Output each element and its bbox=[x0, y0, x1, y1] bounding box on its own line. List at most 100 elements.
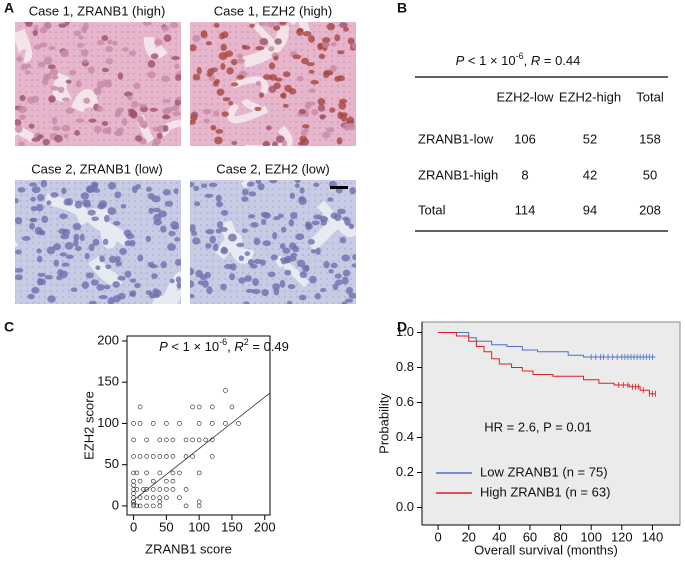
point bbox=[131, 421, 136, 426]
stroma bbox=[151, 289, 181, 304]
nucleus bbox=[317, 98, 326, 106]
nucleus bbox=[204, 193, 214, 198]
nucleus bbox=[337, 111, 343, 120]
nucleus bbox=[260, 211, 270, 218]
nucleus bbox=[244, 251, 251, 257]
nucleus bbox=[215, 228, 222, 234]
nucleus bbox=[54, 134, 63, 143]
nucleus bbox=[102, 79, 112, 84]
nucleus bbox=[98, 295, 108, 300]
nucleus bbox=[107, 207, 117, 215]
nucleus bbox=[281, 226, 287, 233]
nucleus bbox=[238, 277, 246, 284]
nucleus bbox=[338, 98, 348, 104]
nucleus bbox=[93, 188, 101, 193]
nucleus bbox=[336, 137, 343, 145]
nucleus bbox=[244, 275, 253, 282]
nucleus bbox=[310, 79, 319, 85]
nucleus bbox=[135, 183, 141, 190]
nucleus bbox=[192, 237, 201, 245]
nucleus bbox=[84, 252, 90, 260]
nucleus bbox=[341, 301, 348, 304]
y-tick-label: 0.2 bbox=[396, 464, 414, 479]
point bbox=[157, 487, 163, 492]
nucleus bbox=[237, 53, 244, 59]
nucleus bbox=[341, 276, 349, 285]
nucleus bbox=[142, 22, 152, 26]
nucleus bbox=[61, 187, 67, 195]
nucleus bbox=[73, 233, 80, 241]
nucleus bbox=[236, 74, 245, 80]
point bbox=[137, 503, 143, 509]
nucleus bbox=[280, 92, 287, 99]
nucleus bbox=[192, 74, 201, 81]
point bbox=[229, 404, 235, 410]
point bbox=[131, 491, 136, 496]
nucleus bbox=[88, 118, 97, 123]
nucleus bbox=[220, 209, 229, 216]
point bbox=[150, 421, 156, 426]
row-header: Total bbox=[418, 202, 446, 217]
plot-frame bbox=[126, 335, 271, 516]
nucleus bbox=[29, 222, 35, 230]
nucleus bbox=[97, 39, 104, 46]
point bbox=[157, 470, 163, 476]
nucleus bbox=[160, 261, 167, 269]
nucleus bbox=[190, 267, 195, 276]
nucleus bbox=[149, 107, 158, 112]
nucleus bbox=[349, 122, 356, 131]
x-tick-label: 50 bbox=[159, 519, 173, 534]
point bbox=[177, 495, 182, 500]
nucleus bbox=[51, 75, 59, 80]
nucleus bbox=[69, 69, 77, 76]
nucleus bbox=[308, 88, 317, 93]
point bbox=[150, 503, 156, 509]
nucleus bbox=[75, 118, 85, 123]
nucleus bbox=[170, 22, 179, 29]
nucleus bbox=[101, 67, 109, 73]
nucleus bbox=[72, 223, 82, 231]
nucleus bbox=[90, 279, 99, 286]
nucleus bbox=[252, 288, 261, 295]
nucleus bbox=[124, 270, 132, 278]
point bbox=[177, 421, 182, 426]
point bbox=[170, 470, 176, 476]
nucleus bbox=[255, 180, 262, 185]
nucleus bbox=[31, 137, 41, 142]
point bbox=[131, 437, 136, 443]
nucleus bbox=[258, 92, 264, 98]
nucleus bbox=[38, 278, 47, 286]
nucleus bbox=[60, 233, 69, 240]
table-title: P < 1 × 10-6, R = 0.44 bbox=[456, 51, 581, 68]
nucleus bbox=[58, 23, 67, 28]
nucleus bbox=[42, 138, 50, 146]
nucleus bbox=[81, 281, 90, 290]
nucleus bbox=[24, 63, 32, 69]
nucleus bbox=[310, 249, 317, 254]
nucleus bbox=[337, 208, 346, 215]
nucleus bbox=[145, 235, 152, 243]
nucleus bbox=[15, 267, 24, 273]
nucleus bbox=[46, 200, 52, 206]
nucleus bbox=[286, 300, 293, 304]
point bbox=[190, 454, 195, 459]
nucleus bbox=[148, 207, 154, 214]
stroma bbox=[71, 89, 99, 113]
nucleus bbox=[259, 37, 269, 46]
point bbox=[164, 487, 169, 492]
nucleus bbox=[43, 56, 53, 65]
point bbox=[150, 487, 156, 492]
nucleus bbox=[129, 292, 136, 297]
nucleus bbox=[269, 180, 278, 184]
point bbox=[170, 437, 176, 443]
nucleus bbox=[343, 26, 350, 32]
nucleus bbox=[339, 22, 348, 29]
nucleus bbox=[241, 196, 249, 202]
nucleus bbox=[129, 111, 138, 119]
nucleus bbox=[19, 114, 26, 121]
nucleus bbox=[304, 101, 312, 110]
nucleus bbox=[73, 239, 79, 247]
nucleus bbox=[253, 237, 261, 246]
x-tick-label: 0 bbox=[130, 519, 137, 534]
stroma bbox=[289, 22, 311, 34]
